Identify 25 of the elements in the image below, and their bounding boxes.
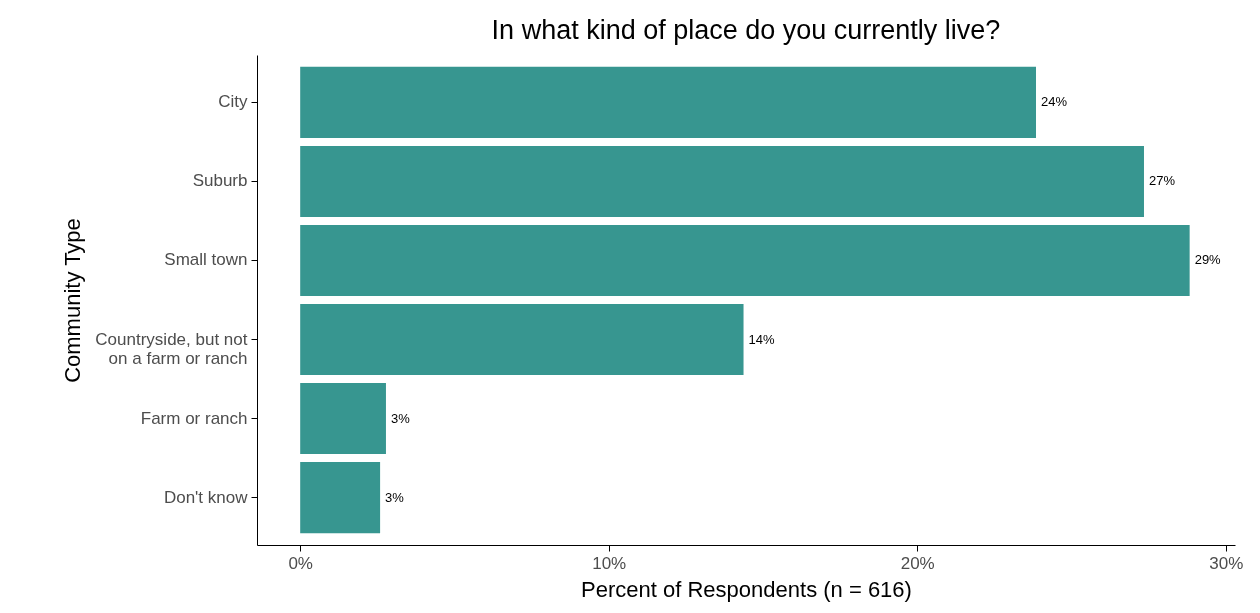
x-tick-label: 10% <box>592 553 627 573</box>
bar <box>300 66 1037 138</box>
x-tick-label: 20% <box>900 553 935 573</box>
y-tick-label: Suburb <box>192 171 248 191</box>
bar <box>300 462 381 534</box>
data-label: 3% <box>390 410 411 426</box>
x-tick-label: 0% <box>288 553 313 573</box>
data-label: 3% <box>385 489 405 505</box>
chart-title: In what kind of place do you currently live? <box>491 15 1001 45</box>
data-label: 14% <box>748 331 775 347</box>
x-axis-title: Percent of Respondents (n = 616) <box>581 576 912 602</box>
data-label: 29% <box>1194 252 1222 268</box>
bar <box>300 145 1144 218</box>
bar <box>300 224 1190 297</box>
y-tick-label: Farm or ranch <box>140 408 248 428</box>
bar <box>300 303 744 376</box>
y-tick-label: City <box>218 92 248 112</box>
y-tick-label: Small town <box>164 250 248 270</box>
y-tick-label: Countryside, but not on a farm or ranch <box>95 329 248 368</box>
bar <box>300 382 386 455</box>
y-tick-label: Don't know <box>163 487 249 507</box>
y-axis-title: Community Type <box>60 218 86 383</box>
data-label: 27% <box>1148 173 1176 189</box>
data-label: 24% <box>1041 94 1068 110</box>
x-tick-label: 30% <box>1209 553 1244 573</box>
